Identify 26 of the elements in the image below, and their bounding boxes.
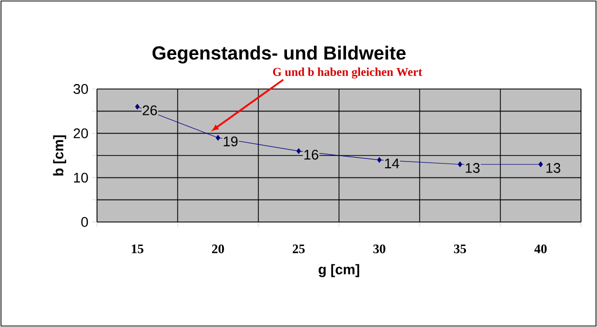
x-tick-label: 30 bbox=[373, 244, 386, 254]
point bbox=[377, 157, 382, 163]
y-tick-label: 0 bbox=[81, 217, 88, 227]
y-tick-label: 10 bbox=[74, 172, 88, 183]
x-tick-label: 40 bbox=[534, 244, 547, 254]
data-label: 16 bbox=[304, 150, 318, 160]
data-label: 14 bbox=[385, 158, 400, 168]
chart-title: Gegenstands- und Bildweite bbox=[152, 46, 406, 64]
text: G und b haben gleichen Wert bbox=[273, 68, 422, 78]
x-tick-label: 25 bbox=[292, 244, 305, 254]
y-tick-label: 20 bbox=[74, 128, 88, 138]
x-tick-label: 35 bbox=[454, 244, 466, 254]
point bbox=[216, 134, 220, 141]
x-tick-label: 15 bbox=[132, 244, 144, 254]
data-label: 13 bbox=[466, 163, 480, 173]
point bbox=[135, 104, 140, 110]
point bbox=[296, 148, 301, 154]
data-label: 13 bbox=[546, 163, 560, 173]
data-label: 26 bbox=[142, 105, 157, 116]
point bbox=[538, 162, 543, 168]
x-tick-label: 20 bbox=[212, 244, 224, 254]
y-tick-label: 30 bbox=[74, 84, 88, 94]
point bbox=[458, 162, 462, 168]
data-label: 19 bbox=[224, 136, 238, 146]
x-axis-title: g [cm] bbox=[318, 264, 360, 278]
y-axis-title: b [cm] bbox=[53, 135, 66, 176]
